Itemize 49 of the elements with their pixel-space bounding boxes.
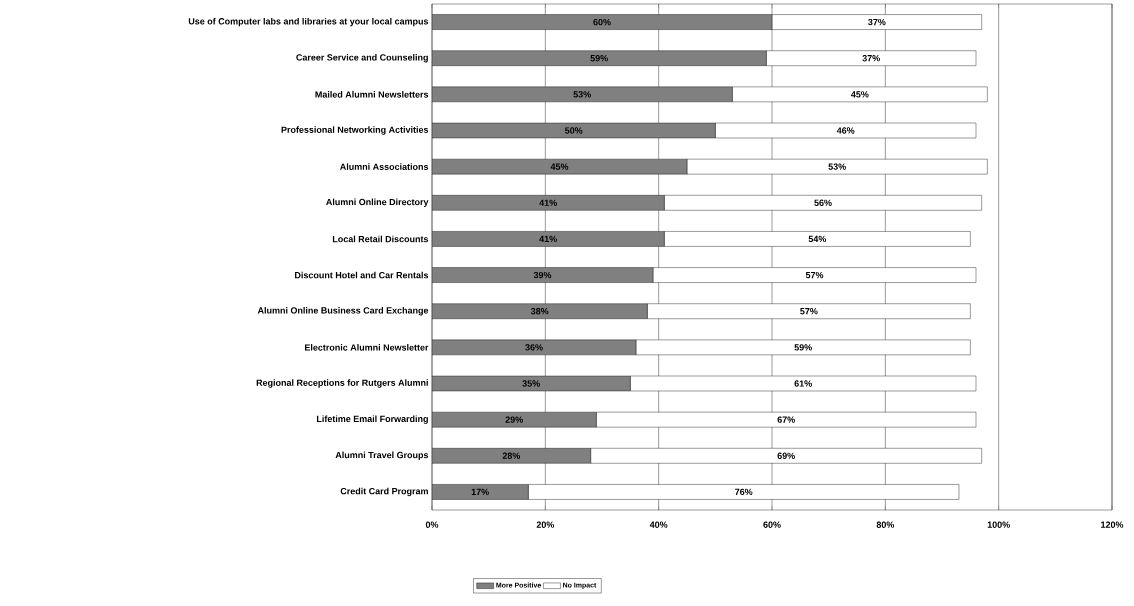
data-label: 59% <box>590 55 608 62</box>
x-tick-label: 60% <box>763 521 781 528</box>
y-tick-label: Electronic Alumni Newsletter <box>305 344 429 351</box>
data-label: 41% <box>539 235 557 243</box>
data-label: 61% <box>794 380 812 387</box>
data-label: 38% <box>530 308 549 315</box>
data-label: 29% <box>505 416 523 423</box>
y-tick-label: Regional Receptions for Rutgers Alumni <box>256 379 428 388</box>
y-tick-label: Discount Hotel and Car Rentals <box>295 271 429 279</box>
y-tick-label: Local Retail Discounts <box>332 235 429 243</box>
data-label: 28% <box>502 452 521 459</box>
data-label: 41% <box>539 199 557 206</box>
data-label: 53% <box>573 91 591 98</box>
y-tick-label: Alumni Associations <box>340 163 429 170</box>
x-tick-label: 40% <box>649 521 668 528</box>
data-label: 67% <box>777 416 795 423</box>
x-tick-label: 80% <box>876 521 895 528</box>
y-tick-label: Professional Networking Activities <box>281 126 429 135</box>
y-tick-label: Alumni Online Directory <box>326 198 429 207</box>
data-label: 53% <box>828 163 846 170</box>
data-label: 59% <box>794 344 812 351</box>
data-label: 54% <box>808 235 827 243</box>
y-tick-label: Alumni Online Business Card Exchange <box>257 307 429 316</box>
data-label: 60% <box>593 18 611 26</box>
data-label: 37% <box>862 55 880 62</box>
data-label: 69% <box>777 452 795 459</box>
y-tick-label: Mailed Alumni Newsletters <box>315 91 429 98</box>
data-label: 37% <box>868 18 886 26</box>
data-label: 56% <box>814 199 832 206</box>
data-label: 76% <box>735 488 753 496</box>
data-label: 45% <box>550 163 569 170</box>
y-tick-label: Lifetime Email Forwarding <box>316 415 428 424</box>
data-label: 17% <box>471 488 489 496</box>
x-tick-label: 120% <box>1101 521 1124 528</box>
data-label: 45% <box>851 91 869 98</box>
y-tick-label: Career Service and Counseling <box>296 54 428 63</box>
data-label: 50% <box>564 127 583 134</box>
data-label: 39% <box>533 271 552 279</box>
y-tick-label: Alumni Travel Groups <box>335 451 429 460</box>
x-tick-label: 100% <box>987 521 1010 528</box>
data-label: 57% <box>800 308 818 315</box>
data-label: 35% <box>522 380 540 387</box>
x-tick-label: 20% <box>536 521 555 528</box>
data-label: 57% <box>805 271 824 279</box>
data-label: 36% <box>525 344 543 351</box>
x-tick-label: 0% <box>425 521 439 528</box>
data-label: 46% <box>836 127 855 134</box>
y-tick-label: Credit Card Program <box>340 487 428 497</box>
y-tick-label: Use of Computer labs and libraries at your local campus <box>188 17 429 27</box>
